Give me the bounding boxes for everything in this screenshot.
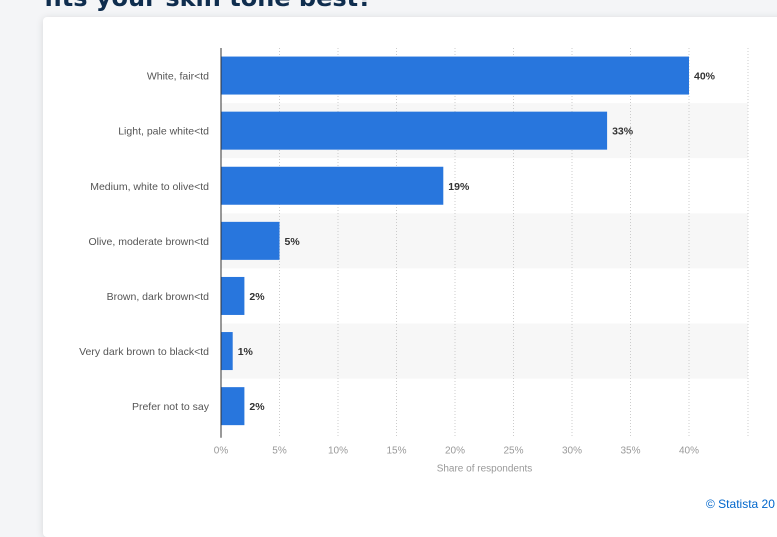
bar[interactable] — [221, 56, 689, 95]
tick-label: 20% — [445, 446, 465, 457]
bar[interactable] — [221, 332, 233, 371]
tick-label: 35% — [620, 446, 640, 457]
tick-label: 40% — [679, 446, 699, 457]
tick-label: 15% — [386, 446, 406, 457]
category-label: White, fair<td — [147, 71, 209, 83]
bar[interactable] — [221, 166, 444, 205]
category-label: Medium, white to olive<td — [90, 181, 209, 193]
category-label: Brown, dark brown<td — [107, 291, 210, 303]
tick-label: 25% — [503, 446, 523, 457]
category-label: Olive, moderate brown<td — [88, 236, 209, 248]
value-label: 1% — [238, 346, 254, 358]
value-label: 19% — [448, 181, 470, 193]
bar-chart: White, fair<td Light, pale white<td Medium… — [79, 48, 749, 475]
value-label: 40% — [694, 71, 716, 83]
gridlines — [279, 48, 749, 438]
value-labels: 40% 33% 19% 5% 2% 1% 2% — [238, 71, 716, 414]
category-label: Very dark brown to black<td — [79, 346, 209, 358]
bar[interactable] — [221, 221, 280, 260]
row-band — [221, 213, 748, 269]
category-label: Light, pale white<td — [118, 126, 209, 138]
value-label: 33% — [612, 126, 634, 138]
copyright-link[interactable]: © Statista 20 — [706, 497, 775, 511]
tick-label: 5% — [272, 446, 287, 457]
bar[interactable] — [221, 111, 608, 150]
value-label: 2% — [249, 291, 265, 303]
bar[interactable] — [221, 387, 245, 426]
value-label: 5% — [285, 236, 301, 248]
value-label: 2% — [249, 401, 265, 413]
tick-label: 0% — [214, 446, 229, 457]
row-band — [221, 323, 748, 379]
x-axis-title: Share of respondents — [437, 464, 533, 475]
page-heading: fits your skin tone best? — [44, 0, 372, 12]
bars — [221, 56, 689, 426]
tick-labels: 0% 5% 10% 15% 20% 25% 30% 35% 40% — [214, 446, 699, 457]
tick-label: 30% — [562, 446, 582, 457]
category-labels: White, fair<td Light, pale white<td Medium… — [79, 71, 210, 414]
bar[interactable] — [221, 276, 245, 315]
category-label: Prefer not to say — [132, 401, 210, 413]
tick-label: 10% — [328, 446, 348, 457]
